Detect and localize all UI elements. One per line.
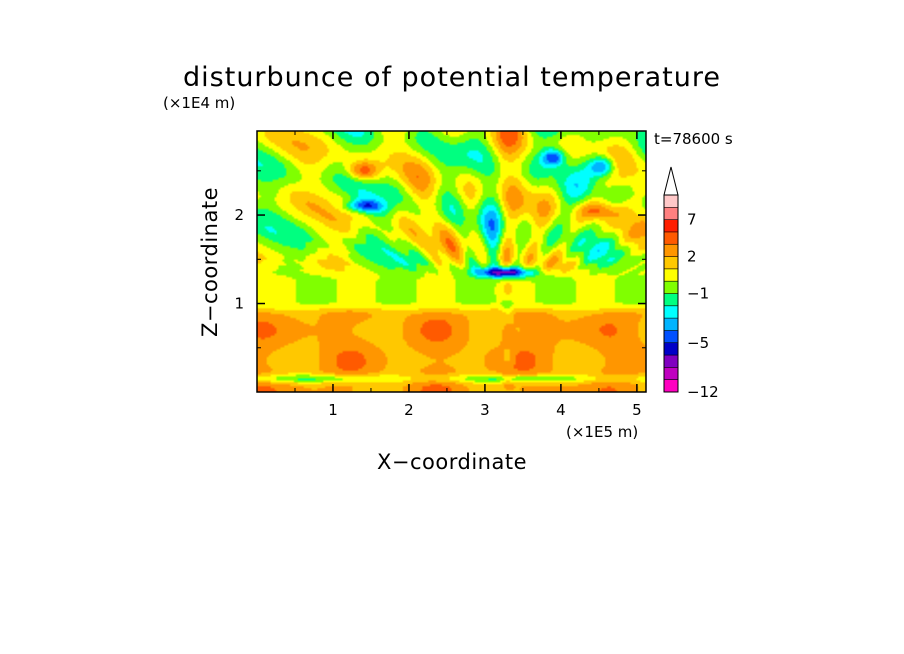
colorbar-bin (664, 244, 678, 257)
time-label: t=78600 s (654, 130, 733, 148)
contour-field (257, 131, 646, 392)
colorbar-label: −12 (687, 383, 719, 401)
colorbar-bin (664, 207, 678, 220)
colorbar-bin (664, 342, 678, 356)
colorbar-bin (664, 318, 678, 331)
colorbar-label: −5 (687, 334, 709, 352)
colorbar-bin (664, 305, 678, 319)
y-tick-label: 1 (234, 295, 244, 313)
x-axis-label: X−coordinate (377, 450, 527, 474)
colorbar-label: 7 (687, 211, 697, 229)
x-tick-label: 2 (404, 401, 414, 419)
chart-title: disturbunce of potential temperature (183, 62, 721, 93)
colorbar-bin (664, 293, 678, 307)
x-axis-ticks: 1 2 3 4 5 (294, 131, 642, 419)
colorbar: −12−5−127 (663, 166, 719, 401)
y-axis-label: Z−coordinate (198, 187, 222, 337)
colorbar-label: −1 (687, 285, 709, 303)
colorbar-bin (664, 219, 678, 233)
colorbar-extend-arrow (663, 166, 679, 196)
y-unit-label: (×1E4 m) (163, 94, 235, 112)
colorbar-bin (664, 268, 678, 282)
colorbar-bin (664, 281, 678, 294)
colorbar-bin (664, 367, 678, 380)
colorbar-bin (664, 355, 678, 368)
x-tick-label: 5 (632, 401, 642, 419)
colorbar-bin (664, 379, 678, 393)
colorbar-bin (664, 256, 678, 270)
colorbar-bin (664, 195, 678, 208)
y-tick-label: 2 (234, 206, 244, 224)
x-tick-label: 1 (328, 401, 338, 419)
x-tick-label: 4 (556, 401, 566, 419)
colorbar-bin (664, 231, 678, 245)
x-unit-label: (×1E5 m) (566, 423, 638, 441)
x-tick-label: 3 (480, 401, 490, 419)
colorbar-label: 2 (687, 248, 697, 266)
y-axis-ticks: 12 (234, 170, 646, 349)
colorbar-bin (664, 330, 678, 344)
plot-frame (256, 130, 647, 393)
